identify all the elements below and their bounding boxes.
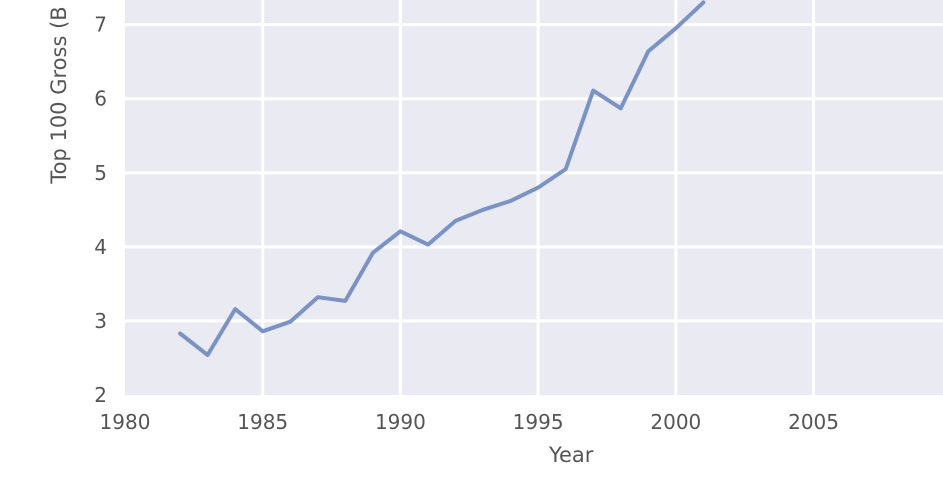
y-axis-title: Top 100 Gross (B [47, 6, 71, 184]
x-tick-label: 1980 [100, 410, 151, 434]
x-tick-label: 1990 [375, 410, 426, 434]
x-tick-label: 2000 [650, 410, 701, 434]
x-axis-title: Year [548, 443, 594, 467]
y-tick-label: 2 [94, 383, 107, 407]
y-tick-label: 7 [94, 13, 107, 37]
y-tick-label: 6 [94, 87, 107, 111]
y-tick-label: 3 [94, 309, 107, 333]
y-tick-label: 5 [94, 161, 107, 185]
plot-background [125, 0, 943, 395]
x-tick-label: 2005 [788, 410, 839, 434]
x-tick-label: 1985 [237, 410, 288, 434]
y-tick-label: 4 [94, 235, 107, 259]
series-line [178, 0, 706, 357]
x-tick-label: 1995 [513, 410, 564, 434]
